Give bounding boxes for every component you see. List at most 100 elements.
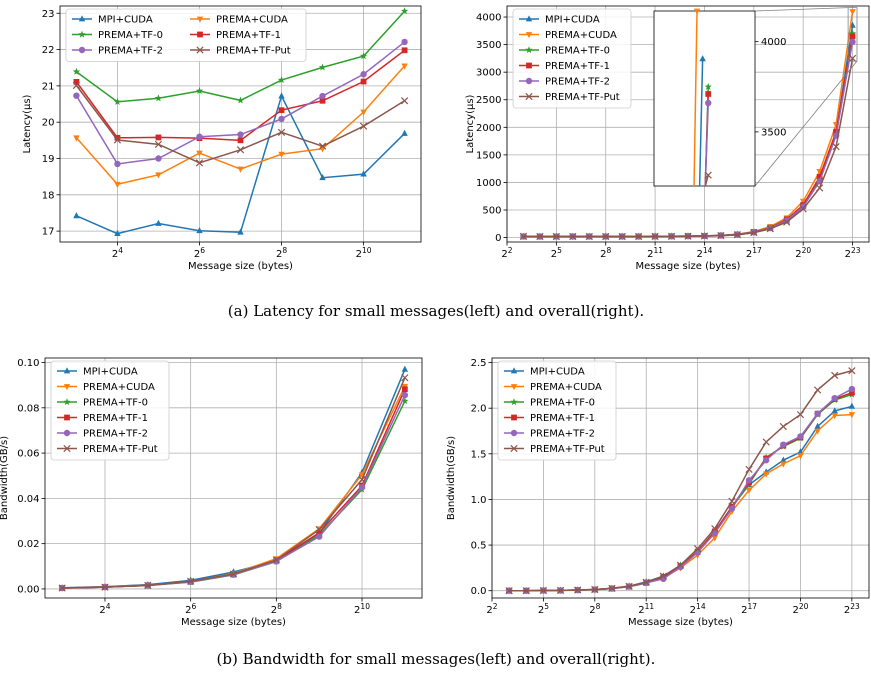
data-point [279, 107, 285, 113]
data-point [73, 92, 79, 98]
data-point [155, 94, 162, 101]
x-axis-label: Message size (bytes) [636, 261, 741, 272]
x-tick-label: 223 [845, 246, 861, 260]
legend-label: PREMA+TF-1 [83, 413, 148, 424]
data-point [196, 134, 202, 140]
data-point [814, 410, 820, 416]
data-point [849, 403, 855, 409]
series-line-prema-cuda [76, 66, 404, 184]
legend-swatch-marker [511, 430, 517, 436]
data-point [361, 79, 367, 85]
y-tick-label: 1.5 [471, 449, 487, 460]
legend: MPI+CUDA PREMA+CUDA PREMA+TF-0 PREMA+TF-1 PR… [498, 361, 616, 460]
y-tick-label: 1.0 [471, 495, 487, 506]
inset-frame [654, 11, 755, 186]
y-tick-label: 18 [42, 190, 55, 201]
y-tick-label: 22 [42, 45, 55, 56]
y-tick-label: 1000 [476, 178, 501, 189]
data-point [402, 386, 408, 392]
bandwidth-overall-chart: 22 25 28 211 214 217 220 2230.00.51.01.52.02.5M… [446, 358, 869, 628]
x-tick-label: 22 [501, 246, 512, 260]
data-point [114, 182, 120, 188]
data-point [780, 441, 786, 447]
legend-swatch-marker [64, 430, 70, 436]
data-point [849, 386, 855, 392]
x-axis-label: Message size (bytes) [188, 261, 293, 272]
x-tick-label: 26 [185, 602, 196, 616]
legend-label: MPI+CUDA [530, 367, 585, 378]
y-tick-label: 1500 [476, 150, 501, 161]
y-tick-label: 0.5 [471, 541, 487, 552]
caption-a: (a) Latency for small messages(left) and… [228, 302, 644, 320]
legend-swatch-marker [64, 415, 70, 421]
legend-label: PREMA+TF-0 [83, 398, 148, 409]
legend-label: PREMA+TF-0 [545, 46, 610, 57]
data-point [832, 395, 838, 401]
x-tick-label: 28 [271, 602, 282, 616]
legend-label: PREMA+TF-1 [216, 30, 281, 41]
legend: MPI+CUDA PREMA+CUDA PREMA+TF-0 PREMA+TF-1 PR… [66, 9, 306, 62]
y-axis-label: Bandwidth(GB/s) [0, 436, 10, 520]
x-tick-label: 28 [589, 602, 600, 616]
legend-label: MPI+CUDA [83, 367, 138, 378]
series-mpi-cuda [73, 92, 408, 236]
data-point [316, 533, 322, 539]
legend-label: PREMA+CUDA [216, 15, 288, 26]
inset-data-point [705, 100, 711, 106]
legend-label: PREMA+TF-1 [530, 413, 595, 424]
data-point [156, 135, 162, 141]
legend-label: PREMA+CUDA [530, 382, 602, 393]
caption-b: (b) Bandwidth for small messages(left) a… [217, 650, 656, 668]
y-tick-label: 0.06 [17, 449, 39, 460]
x-tick-label: 28 [600, 246, 611, 260]
legend-swatch-marker [197, 32, 203, 38]
data-point [746, 477, 752, 483]
data-point [114, 161, 120, 167]
data-point [780, 423, 786, 429]
y-tick-label: 3500 [476, 40, 501, 51]
legend-swatch-marker [79, 47, 85, 53]
series-prema-cuda [73, 64, 408, 188]
legend-label: PREMA+TF-Put [83, 444, 158, 455]
x-tick-label: 217 [746, 246, 762, 260]
data-point [763, 457, 769, 463]
y-tick-label: 0.0 [471, 586, 487, 597]
data-point [850, 33, 856, 39]
data-point [402, 392, 408, 398]
legend-swatch-marker [526, 78, 532, 84]
data-point [814, 387, 820, 393]
x-tick-label: 210 [356, 246, 372, 260]
x-tick-label: 25 [551, 246, 562, 260]
y-tick-label: 0 [495, 233, 501, 244]
legend-label: PREMA+TF-2 [545, 77, 610, 88]
x-tick-label: 217 [741, 602, 757, 616]
y-tick-label: 2.5 [471, 358, 487, 369]
y-axis-label: Latency(μs) [465, 94, 476, 153]
legend-swatch-marker [511, 415, 517, 421]
y-tick-label: 0.02 [17, 539, 39, 550]
inset-y-tick-label: 3500 [761, 127, 786, 138]
legend: MPI+CUDA PREMA+CUDA PREMA+TF-0 PREMA+TF-1 PR… [513, 9, 631, 108]
x-tick-label: 211 [638, 602, 654, 616]
x-axis-label: Message size (bytes) [181, 617, 286, 628]
y-tick-label: 21 [42, 81, 55, 92]
latency-overall-chart: 22 25 28 211 214 217 220 223 0 500 1000 1500 2000 250… [465, 6, 869, 272]
data-point [849, 9, 855, 15]
y-tick-label: 0.04 [17, 494, 39, 505]
y-tick-label: 0.00 [17, 584, 39, 595]
data-point [278, 116, 284, 122]
legend-swatch-marker [526, 63, 532, 69]
data-point [729, 505, 735, 511]
legend: MPI+CUDA PREMA+CUDA PREMA+TF-0 PREMA+TF-1 PR… [51, 361, 169, 460]
y-tick-label: 2500 [476, 95, 501, 106]
y-tick-label: 0.10 [17, 358, 39, 369]
legend-label: MPI+CUDA [545, 15, 600, 26]
inset-data-point [705, 91, 711, 97]
x-tick-label: 24 [112, 246, 123, 260]
data-point [238, 137, 244, 143]
x-tick-label: 220 [795, 246, 811, 260]
data-point [401, 130, 407, 136]
data-point [401, 98, 407, 104]
x-tick-label: 223 [844, 602, 860, 616]
